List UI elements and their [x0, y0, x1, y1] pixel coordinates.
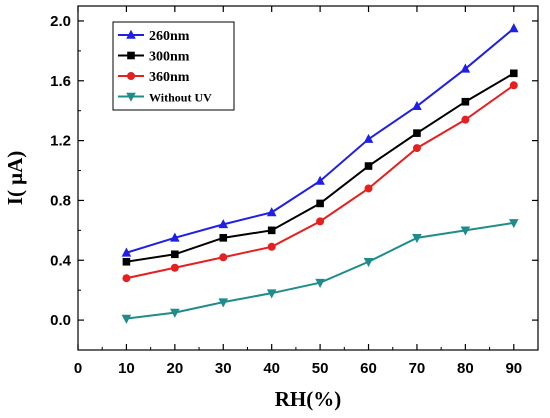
data-point	[267, 242, 276, 251]
x-tick-label: 70	[409, 360, 426, 377]
series-line	[126, 221, 514, 320]
legend-label: Without UV	[149, 91, 212, 105]
data-point	[315, 175, 325, 185]
y-tick-label: 1.6	[50, 73, 71, 90]
data-point	[460, 226, 471, 236]
legend-item: 360nm	[118, 70, 190, 85]
data-point	[509, 69, 518, 78]
legend-label: 300nm	[149, 50, 190, 65]
y-tick-label: 2.0	[50, 13, 71, 30]
data-point	[363, 257, 374, 268]
legend-marker	[127, 72, 135, 80]
data-point	[413, 129, 421, 137]
y-axis-title: I( μA)	[3, 151, 27, 205]
y-tick-label: 0.8	[50, 192, 71, 209]
data-point	[508, 23, 519, 33]
legend-label: 260nm	[149, 29, 190, 44]
data-point	[363, 133, 374, 143]
data-point	[170, 232, 180, 242]
x-tick-label: 60	[360, 360, 377, 377]
x-tick-label: 30	[215, 360, 232, 377]
x-tick-label: 10	[118, 360, 135, 377]
legend-item: 300nm	[118, 50, 190, 65]
data-point	[412, 144, 421, 153]
data-point	[315, 278, 325, 288]
data-point	[316, 217, 325, 226]
data-point	[461, 97, 470, 106]
x-axis-title: RH(%)	[275, 387, 342, 411]
x-tick-label: 40	[263, 360, 280, 377]
legend-marker	[126, 29, 136, 39]
data-point	[122, 274, 131, 283]
data-point	[122, 257, 131, 266]
data-point	[121, 314, 132, 324]
legend-item: 260nm	[118, 29, 190, 44]
data-point	[121, 247, 132, 257]
series-360nm	[122, 81, 518, 283]
data-point	[461, 115, 470, 124]
data-point	[219, 234, 228, 242]
y-tick-label: 1.2	[50, 133, 71, 150]
data-point	[364, 184, 373, 193]
x-tick-label: 20	[166, 360, 183, 377]
series-without-uv	[121, 219, 519, 324]
data-point	[266, 289, 277, 299]
data-point	[171, 250, 179, 259]
x-tick-label: 90	[505, 360, 522, 377]
x-tick-label: 0	[74, 360, 82, 377]
data-point	[412, 100, 422, 111]
x-tick-label: 50	[312, 360, 329, 377]
legend-label: 360nm	[149, 70, 190, 85]
legend: 260nm 300nm 360nm Without UV	[112, 21, 235, 111]
data-point	[266, 207, 277, 217]
data-point	[219, 253, 228, 262]
legend-marker	[127, 51, 135, 60]
y-tick-label: 0.4	[50, 252, 72, 269]
series-300nm	[122, 69, 518, 266]
data-point	[267, 226, 276, 235]
data-point	[170, 308, 180, 318]
data-point	[508, 219, 519, 229]
data-point	[509, 81, 518, 90]
legend-marker	[126, 92, 136, 102]
axis-tick-labels: 0 10 20 30 40 50 60 70 80 90 0.0 0.4 0.8 1.2 1.6 2.0	[50, 13, 522, 377]
data-series	[121, 23, 519, 324]
plot-area	[77, 5, 539, 351]
data-point	[218, 219, 229, 229]
legend-item: Without UV	[118, 91, 212, 105]
legend-items: 260nm 300nm 360nm Without UV	[118, 29, 212, 105]
plot-frame	[77, 5, 539, 351]
data-point	[412, 234, 422, 244]
y-tick-label: 0.0	[50, 312, 71, 329]
data-point	[460, 63, 471, 73]
data-point	[170, 263, 179, 272]
data-point	[316, 199, 324, 208]
data-point	[218, 298, 229, 308]
data-point	[364, 162, 373, 170]
series-260nm	[121, 23, 519, 257]
axis-ticks	[77, 6, 538, 350]
x-tick-label: 80	[457, 360, 474, 377]
